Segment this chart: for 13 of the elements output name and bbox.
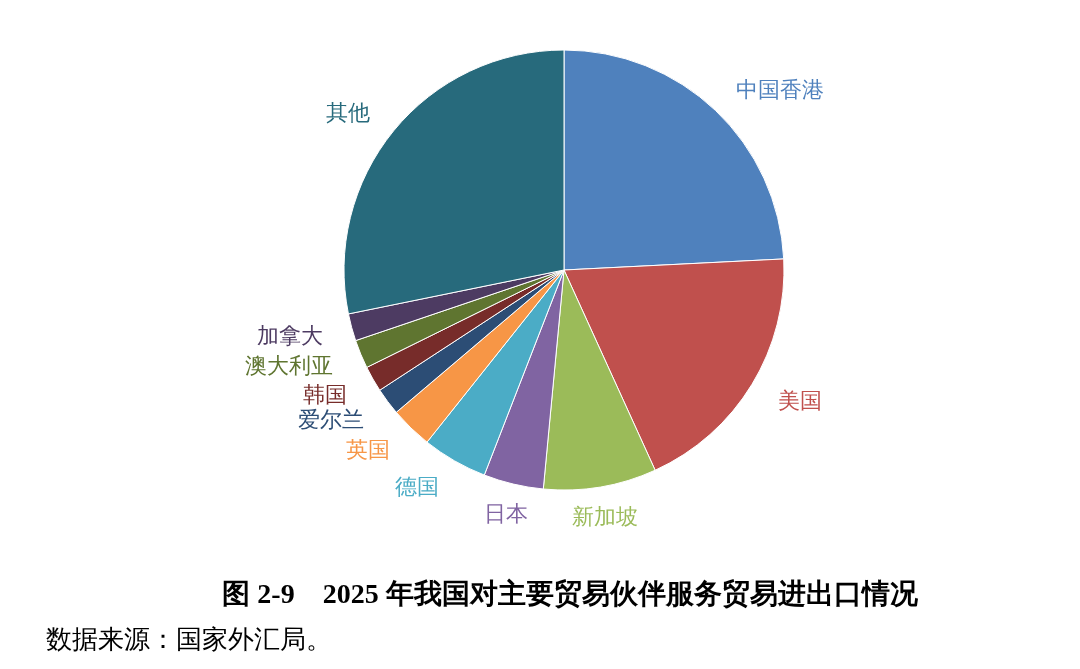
slice-label: 其他 [326, 99, 371, 125]
slice-label: 德国 [395, 474, 440, 500]
slice-label: 英国 [346, 437, 391, 463]
slice-label: 爱尔兰 [297, 407, 364, 433]
slice-label: 中国香港 [736, 76, 825, 102]
text: 图 2-9 2025 年我国对主要贸易伙伴服务贸易进出口情况 [222, 578, 919, 609]
slice-label: 美国 [777, 387, 822, 413]
slice-label: 新加坡 [572, 504, 639, 530]
slice-label: 加拿大 [256, 322, 323, 348]
slice-label: 澳大利亚 [245, 353, 334, 379]
slice-label: 韩国 [302, 381, 347, 407]
source-note: 数据来源：国家外汇局。 [46, 625, 332, 654]
slice-label: 日本 [484, 500, 529, 526]
